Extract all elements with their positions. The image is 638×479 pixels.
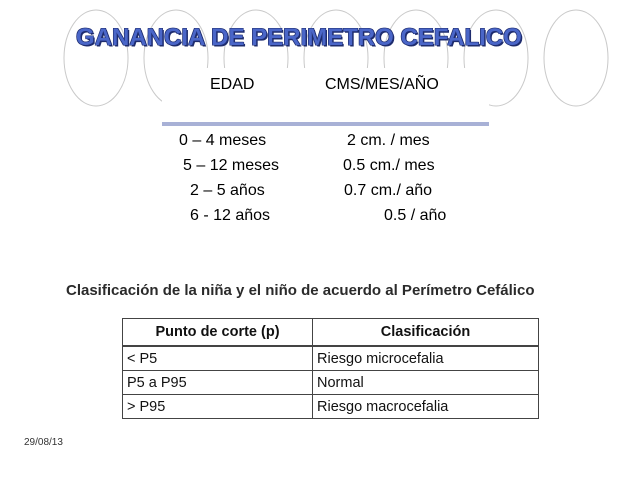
clase-cell: Normal [312,370,539,395]
table-row: 2 – 5 años 0.7 cm./ año [162,182,489,207]
edad-cell: 5 – 12 meses [183,157,280,174]
classification-header-row: Punto de corte (p) Clasificación [122,318,539,347]
table-row: > P95 Riesgo macrocefalia [122,394,539,419]
edad-cell: 2 – 5 años [190,182,265,199]
growth-rate-table: EDAD CMS/MES/AÑO 0 – 4 meses 2 cm. / mes… [162,68,489,232]
edad-cell: 0 – 4 meses [179,132,267,149]
ganancia-cell: 2 cm. / mes [347,132,430,149]
punto-cell: > P95 [122,394,313,419]
header-cms-mes-ano: CMS/MES/AÑO [325,76,439,93]
table-row: P5 a P95 Normal [122,370,539,395]
ganancia-cell: 0.5 cm./ mes [343,157,435,174]
edad-cell: 6 - 12 años [190,207,271,224]
ganancia-cell: 0.7 cm./ año [344,182,433,199]
circle-1 [63,9,129,107]
header-clasificacion: Clasificación [312,318,539,347]
table-row: 6 - 12 años 0.5 / año [162,207,489,232]
header-punto-de-corte: Punto de corte (p) [122,318,313,347]
clase-cell: Riesgo macrocefalia [312,394,539,419]
ganancia-cell: 0.5 / año [384,207,447,224]
growth-rate-header: EDAD CMS/MES/AÑO [162,68,489,126]
classification-table: Punto de corte (p) Clasificación < P5 Ri… [122,318,539,419]
punto-cell: < P5 [122,346,313,371]
slide-title: GANANCIA DE PERIMETRO CEFALICO [76,24,522,51]
table-row: 5 – 12 meses 0.5 cm./ mes [162,157,489,182]
table-row: < P5 Riesgo microcefalia [122,346,539,371]
table-row: 0 – 4 meses 2 cm. / mes [162,132,489,157]
header-edad: EDAD [210,76,255,93]
slide-date: 29/08/13 [24,437,63,448]
clase-cell: Riesgo microcefalia [312,346,539,371]
circle-6 [463,9,529,107]
punto-cell: P5 a P95 [122,370,313,395]
circle-7 [543,9,609,107]
classification-title: Clasificación de la niña y el niño de ac… [66,282,535,299]
